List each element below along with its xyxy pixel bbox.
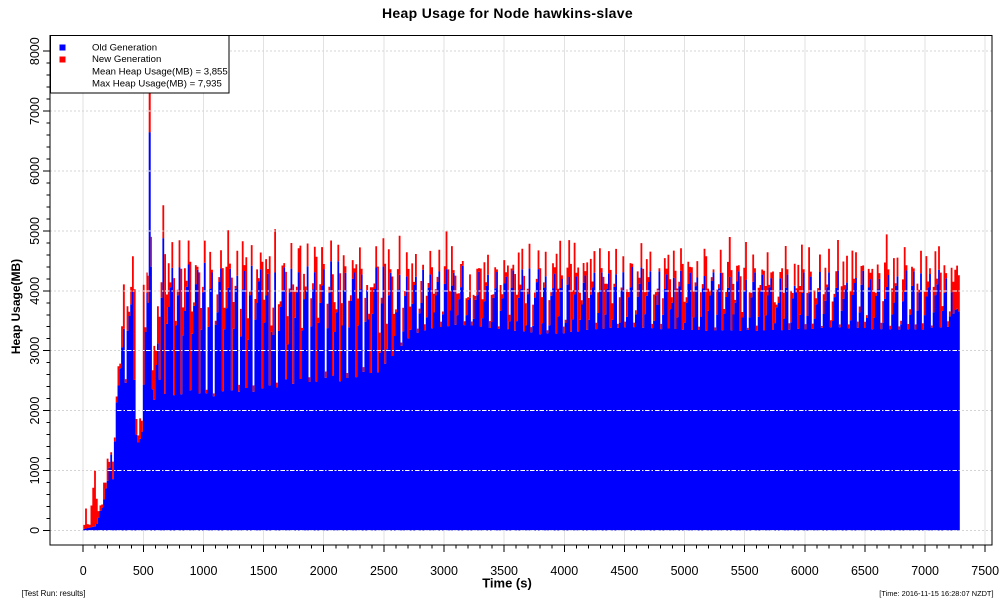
svg-text:6000: 6000	[791, 564, 819, 578]
svg-text:1000: 1000	[190, 564, 218, 578]
svg-text:4500: 4500	[610, 564, 638, 578]
svg-text:New Generation: New Generation	[92, 54, 161, 65]
svg-text:2000: 2000	[28, 397, 42, 425]
svg-text:2000: 2000	[310, 564, 338, 578]
svg-text:[Time: 2016-11-15 16:28:07 NZD: [Time: 2016-11-15 16:28:07 NZDT]	[879, 589, 993, 598]
svg-text:7000: 7000	[28, 97, 42, 125]
svg-text:Old Generation: Old Generation	[92, 43, 157, 54]
svg-text:Heap Usage for Node hawkins-sl: Heap Usage for Node hawkins-slave	[382, 5, 633, 21]
svg-text:3000: 3000	[430, 564, 458, 578]
svg-text:4000: 4000	[28, 277, 42, 305]
svg-text:Time (s): Time (s)	[482, 576, 532, 591]
svg-text:5000: 5000	[28, 217, 42, 245]
svg-text:Heap Usage(MB): Heap Usage(MB)	[9, 259, 23, 354]
svg-text:1000: 1000	[28, 457, 42, 485]
svg-text:7500: 7500	[971, 564, 999, 578]
svg-text:2500: 2500	[370, 564, 398, 578]
svg-text:0: 0	[80, 564, 87, 578]
svg-text:5000: 5000	[671, 564, 699, 578]
svg-text:Mean Heap Usage(MB) = 3,855: Mean Heap Usage(MB) = 3,855	[92, 67, 228, 78]
svg-text:0: 0	[28, 527, 42, 534]
svg-text:8000: 8000	[28, 37, 42, 65]
svg-text:5500: 5500	[731, 564, 759, 578]
svg-text:6000: 6000	[28, 157, 42, 185]
svg-text:3000: 3000	[28, 337, 42, 365]
svg-text:Max Heap Usage(MB) = 7,935: Max Heap Usage(MB) = 7,935	[92, 79, 222, 90]
svg-text:500: 500	[133, 564, 154, 578]
svg-text:6500: 6500	[851, 564, 879, 578]
svg-text:7000: 7000	[911, 564, 939, 578]
svg-text:4000: 4000	[550, 564, 578, 578]
svg-text:[Test Run: results]: [Test Run: results]	[22, 589, 86, 598]
svg-text:1500: 1500	[250, 564, 278, 578]
svg-text:3500: 3500	[490, 564, 518, 578]
